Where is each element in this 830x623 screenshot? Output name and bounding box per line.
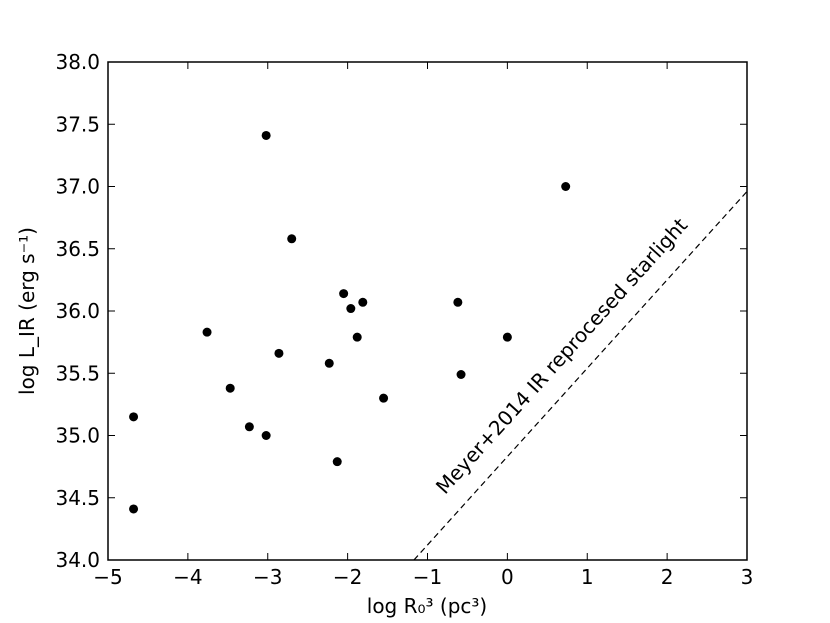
data-point: [332, 457, 342, 467]
data-point: [129, 504, 139, 514]
data-point: [456, 369, 466, 379]
x-tick-label: −4: [173, 565, 202, 589]
data-point: [339, 289, 349, 299]
data-point: [129, 412, 139, 422]
y-tick-label: 36.5: [55, 237, 100, 261]
data-point: [352, 332, 362, 342]
y-axis-label: log L_IR (erg s⁻¹): [15, 227, 39, 395]
data-point: [324, 358, 334, 368]
y-tick-label: 35.5: [55, 361, 100, 385]
plot-frame: [107, 61, 748, 561]
data-point: [202, 327, 212, 337]
data-point: [287, 234, 297, 244]
y-tick-label: 36.0: [55, 299, 100, 323]
data-point: [502, 332, 512, 342]
x-tick-label: 0: [501, 565, 514, 589]
x-axis-label: log R₀³ (pc³): [367, 594, 487, 618]
plot-background: [108, 62, 747, 560]
y-tick-label: 34.0: [55, 548, 100, 572]
data-point: [561, 182, 571, 191]
data-point: [244, 422, 254, 432]
x-tick-label: 3: [741, 565, 754, 589]
x-tick-label: −1: [413, 565, 442, 589]
x-tick-label: −5: [93, 565, 122, 589]
data-point: [261, 130, 271, 140]
y-tick-label: 34.5: [55, 486, 100, 510]
x-tick-label: 1: [581, 565, 594, 589]
data-point: [261, 431, 271, 440]
y-tick-label: 35.0: [55, 424, 100, 448]
data-point: [274, 348, 284, 358]
x-tick-label: −3: [253, 565, 282, 589]
y-tick-label: 37.0: [55, 175, 100, 199]
x-tick-label: 2: [661, 565, 674, 589]
data-point: [453, 297, 463, 307]
data-point: [346, 304, 356, 314]
y-tick-label: 38.0: [55, 50, 100, 74]
x-tick-label: −2: [333, 565, 362, 589]
y-tick-label: 37.5: [55, 112, 100, 136]
data-point: [225, 383, 235, 393]
data-point: [358, 297, 368, 307]
reference-line: [413, 191, 747, 560]
data-point: [379, 393, 389, 403]
